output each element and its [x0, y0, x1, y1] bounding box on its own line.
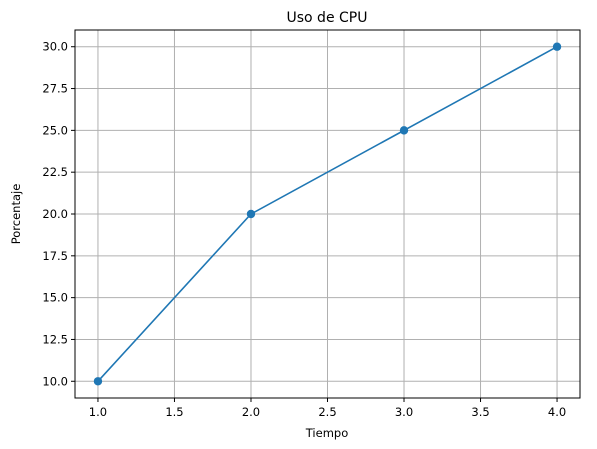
x-tick-label: 2.0 — [242, 405, 260, 419]
data-point — [246, 209, 256, 219]
y-tick-label: 30.0 — [42, 40, 68, 54]
chart-title: Uso de CPU — [287, 10, 368, 26]
data-point — [93, 377, 103, 386]
y-tick-label: 22.5 — [42, 165, 68, 179]
x-axis-label: Tiempo — [305, 426, 348, 440]
y-tick-label: 20.0 — [42, 207, 68, 221]
y-tick-label: 12.5 — [42, 332, 68, 346]
y-tick-label: 10.0 — [42, 374, 68, 388]
x-tick-label: 1.5 — [165, 405, 183, 419]
x-tick-label: 3.5 — [471, 405, 489, 419]
y-tick-label: 15.0 — [42, 291, 68, 305]
x-tick-label: 4.0 — [548, 405, 566, 419]
x-tick-label: 3.0 — [395, 405, 413, 419]
y-tick-label: 25.0 — [42, 123, 68, 137]
tick-layer: 1.0 1.5 2.0 2.5 3.0 3.5 4.0 10.0 12.5 15.0 17.5 20.… — [42, 40, 566, 419]
y-tick-label: 27.5 — [42, 82, 68, 96]
x-tick-label: 2.5 — [318, 405, 336, 419]
series-line — [97, 46, 558, 382]
series-layer — [93, 42, 562, 386]
grid-lines — [75, 30, 580, 398]
x-tick-label: 1.0 — [89, 405, 107, 419]
data-point — [552, 42, 562, 51]
data-point — [399, 126, 409, 135]
y-axis-label: Porcentaje — [9, 184, 23, 245]
y-tick-label: 17.5 — [42, 249, 68, 263]
